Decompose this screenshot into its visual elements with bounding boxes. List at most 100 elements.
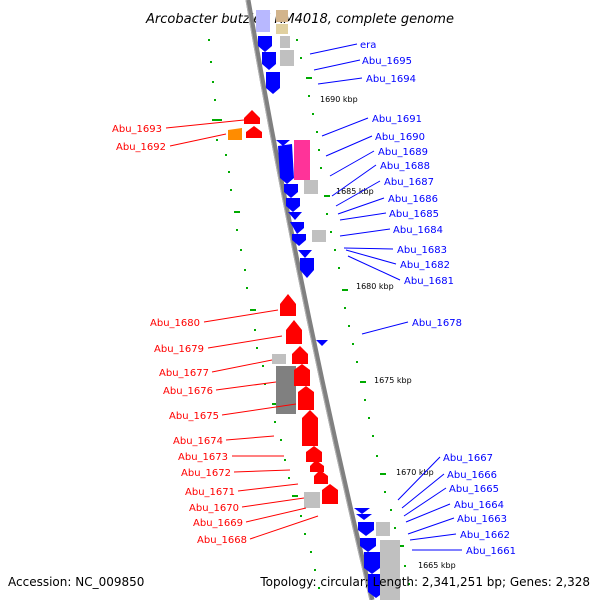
scale-label: 1665 kbp: [418, 561, 456, 570]
gene-feature: [272, 354, 286, 364]
leader-lines-right: [309, 43, 462, 551]
gene-feature: [298, 386, 314, 410]
gene-feature: [284, 184, 298, 198]
leader-lines-left: [165, 119, 319, 540]
gene-feature: [294, 140, 310, 180]
gene-feature: [286, 320, 302, 344]
gene-label: Abu_1673: [178, 452, 228, 463]
gene-label: Abu_1691: [372, 114, 422, 125]
gc-track-right: [296, 39, 410, 585]
gene-label: Abu_1667: [443, 453, 493, 464]
gene-feature: [246, 126, 262, 138]
gene-feature: [358, 522, 374, 536]
gene-label: Abu_1695: [362, 56, 412, 67]
gene-label: Abu_1676: [163, 386, 213, 397]
scale-label: 1670 kbp: [396, 468, 434, 477]
gene-features-1680-1668: [272, 294, 338, 508]
gene-feature: [300, 258, 314, 278]
scale-label: 1685 kbp: [336, 187, 374, 196]
gene-feature: [276, 24, 288, 34]
gene-label: Abu_1671: [185, 487, 235, 498]
gene-feature: [290, 222, 304, 234]
topology-text: Topology: circular; Length: 2,341,251 bp…: [259, 575, 590, 589]
gene-label: Abu_1690: [375, 132, 425, 143]
gene-feature: [294, 364, 310, 386]
gene-feature: [286, 198, 300, 212]
scale-label: 1690 kbp: [320, 95, 358, 104]
scale-label: 1675 kbp: [374, 376, 412, 385]
gene-label: Abu_1666: [447, 470, 497, 481]
gene-feature: [356, 514, 372, 520]
gene-label: era: [360, 40, 376, 51]
gene-feature: [256, 10, 270, 32]
gene-feature: [276, 366, 296, 414]
gene-feature: [228, 128, 242, 140]
gene-feature: [298, 250, 312, 258]
gene-label: Abu_1693: [112, 124, 162, 135]
accession-text: Accession: NC_009850: [8, 575, 144, 589]
scale-label: 1680 kbp: [356, 282, 394, 291]
gene-feature: [280, 36, 290, 48]
gene-feature: [360, 538, 376, 552]
gene-label: Abu_1670: [189, 503, 239, 514]
gene-label: Abu_1681: [404, 276, 454, 287]
gene-label: Abu_1688: [380, 161, 430, 172]
gene-feature: [266, 72, 280, 94]
gene-label: Abu_1665: [449, 484, 499, 495]
gene-label: Abu_1684: [393, 225, 443, 236]
gene-feature: [316, 340, 328, 346]
gene-label: Abu_1694: [366, 74, 416, 85]
gene-feature: [244, 110, 260, 124]
gene-label: Abu_1689: [378, 147, 428, 158]
gene-feature: [306, 446, 322, 462]
gene-label: Abu_1675: [169, 411, 219, 422]
genome-backbone: [245, 0, 375, 600]
gc-track-left: [208, 39, 320, 589]
gene-features-1693: [228, 110, 262, 140]
gene-labels-left: Abu_1693 Abu_1692 Abu_1680 Abu_1679 Abu_…: [112, 124, 247, 546]
gene-features-1691-1681: [276, 140, 326, 278]
gene-features-top: [256, 10, 294, 94]
gene-feature: [288, 212, 302, 220]
gene-label: Abu_1672: [181, 468, 231, 479]
gene-feature: [278, 144, 294, 184]
gene-label: Abu_1680: [150, 318, 200, 329]
gene-feature: [292, 234, 306, 246]
gene-labels-right: era Abu_1695 Abu_1694 Abu_1691 Abu_1690 …: [360, 40, 516, 557]
gene-label: Abu_1679: [154, 344, 204, 355]
gene-label: Abu_1685: [389, 209, 439, 220]
gene-label: Abu_1682: [400, 260, 450, 271]
gene-label: Abu_1661: [466, 546, 516, 557]
gene-feature: [292, 346, 308, 364]
gene-feature: [322, 484, 338, 504]
gene-feature: [380, 540, 400, 600]
gene-label: Abu_1677: [159, 368, 209, 379]
gene-label: Abu_1674: [173, 436, 223, 447]
gene-label: Abu_1683: [397, 245, 447, 256]
gene-label: Abu_1662: [460, 530, 510, 541]
scale-labels: 1690 kbp 1685 kbp 1680 kbp 1675 kbp 1670…: [320, 95, 456, 570]
gene-feature: [262, 52, 276, 70]
gene-feature: [354, 508, 370, 514]
gene-feature: [304, 180, 318, 194]
gene-label: Abu_1678: [412, 318, 462, 329]
gene-feature: [302, 410, 318, 446]
gene-feature: [312, 230, 326, 242]
gene-feature: [280, 50, 294, 66]
gene-label: Abu_1663: [457, 514, 507, 525]
gene-features-1667-1661: [354, 508, 400, 600]
gene-label: Abu_1669: [193, 518, 243, 529]
gene-feature: [258, 36, 272, 52]
gene-label: Abu_1692: [116, 142, 166, 153]
gene-feature: [276, 140, 290, 146]
gene-feature: [276, 10, 288, 22]
gene-feature: [364, 552, 380, 574]
gene-label: Abu_1687: [384, 177, 434, 188]
gene-feature: [280, 294, 296, 316]
gene-feature: [376, 522, 390, 536]
gene-label: Abu_1686: [388, 194, 438, 205]
gene-label: Abu_1668: [197, 535, 247, 546]
gene-label: Abu_1664: [454, 500, 504, 511]
